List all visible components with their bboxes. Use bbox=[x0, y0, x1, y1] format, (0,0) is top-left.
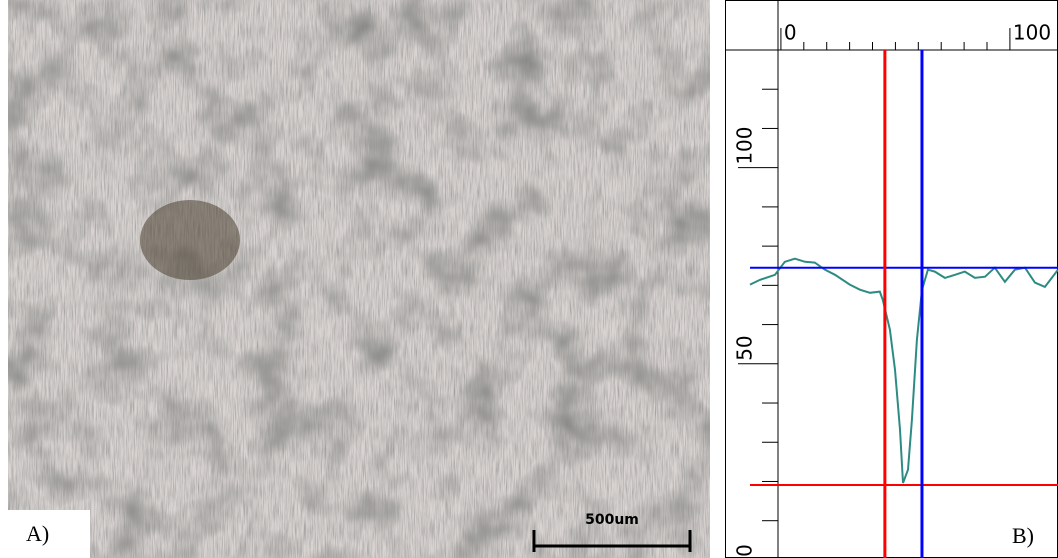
figure: A) 500um B) 0 100 0 50 100 bbox=[0, 0, 1058, 558]
x-tick-label: 0 bbox=[784, 21, 797, 45]
panel-label: B) bbox=[1012, 523, 1034, 548]
y-tick-label: 0 bbox=[733, 544, 757, 557]
panel-label: A) bbox=[26, 521, 49, 546]
micrograph: A) 500um bbox=[8, 0, 710, 558]
dark-spot bbox=[140, 200, 240, 280]
micrograph-image bbox=[8, 0, 710, 558]
y-tick-label: 50 bbox=[733, 335, 757, 360]
x-tick-label: 100 bbox=[1013, 21, 1051, 45]
y-tick-label: 100 bbox=[733, 126, 757, 164]
scale-bar-label: 500um bbox=[585, 512, 639, 528]
